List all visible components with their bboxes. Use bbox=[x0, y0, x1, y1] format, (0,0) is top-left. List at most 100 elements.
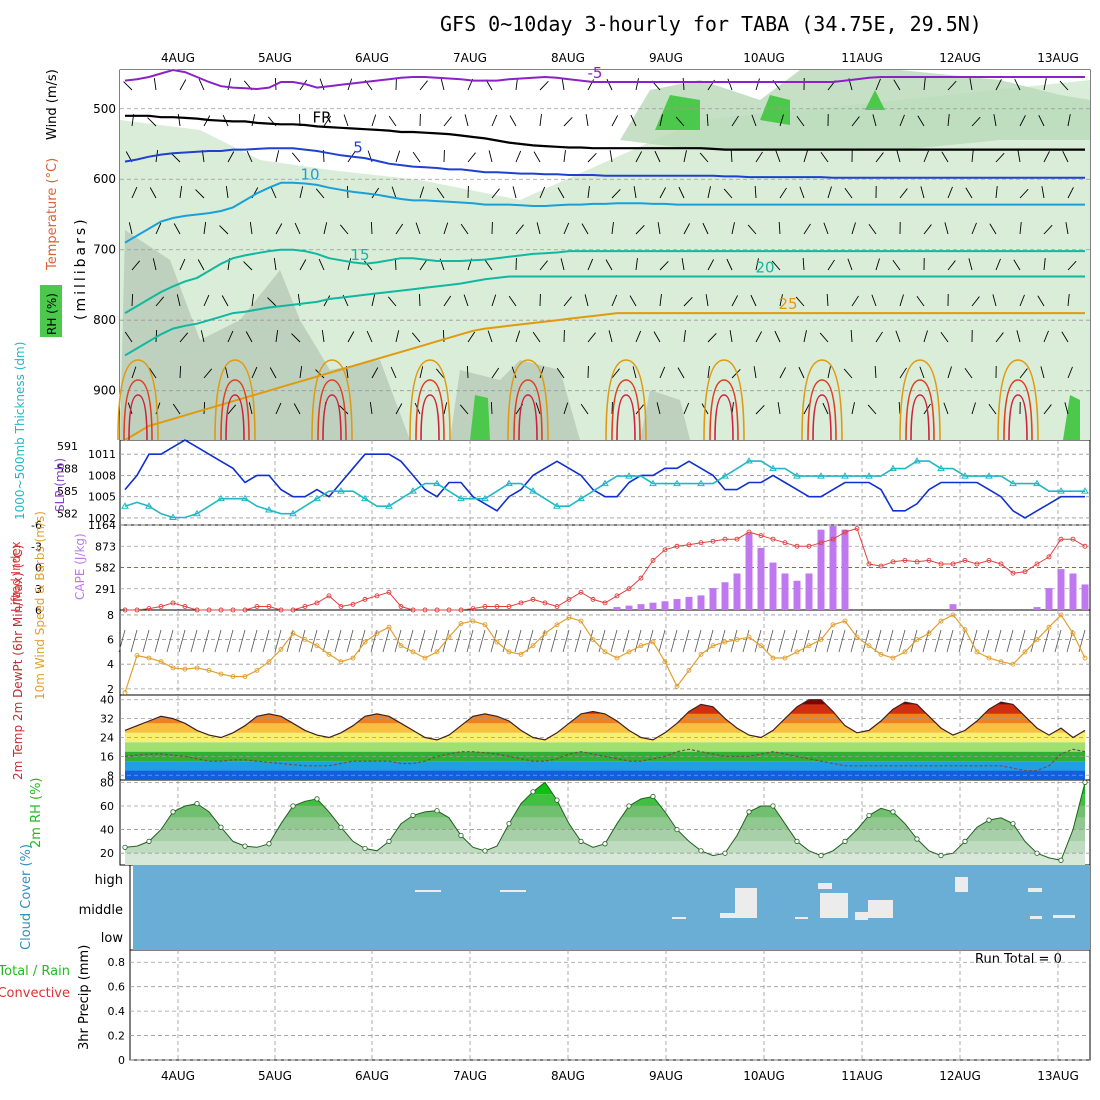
wind-barb bbox=[681, 258, 685, 271]
rh2m-point bbox=[866, 812, 872, 819]
wind-barb bbox=[803, 150, 808, 163]
rh-high-region bbox=[1063, 395, 1080, 440]
wind10-barb bbox=[154, 629, 162, 653]
li-point bbox=[410, 607, 416, 613]
wind-barb bbox=[460, 223, 469, 235]
wind10-barb bbox=[454, 629, 462, 653]
li-line bbox=[125, 527, 1086, 611]
wind10-barb bbox=[382, 629, 390, 653]
upper-legend-wind: Wind (m/s) bbox=[45, 69, 60, 140]
chart-title: GFS 0~10day 3-hourly for TABA (34.75E, 2… bbox=[440, 12, 982, 36]
wind-speed-point bbox=[338, 659, 344, 665]
wind-barb bbox=[219, 225, 229, 235]
wind-barb bbox=[443, 295, 452, 307]
thickness-axis-title: 1000~500mb Thickness (dm) bbox=[13, 342, 27, 520]
wind-speed-point bbox=[782, 655, 788, 661]
wind-barb bbox=[251, 294, 255, 307]
wind10-barb bbox=[934, 629, 942, 653]
wind-barb bbox=[371, 187, 380, 199]
date-label-top: 8AUG bbox=[551, 51, 585, 65]
wind-barb bbox=[491, 188, 500, 199]
wind-barb bbox=[391, 186, 397, 199]
li-point bbox=[494, 604, 500, 609]
wind-barb bbox=[155, 296, 165, 307]
wind-barb bbox=[419, 80, 428, 91]
wind10-barb bbox=[742, 629, 750, 653]
li-point bbox=[134, 607, 140, 613]
wind-barb bbox=[319, 78, 325, 91]
temp-tick-label: 8 bbox=[107, 769, 114, 782]
cape-bar bbox=[1057, 569, 1065, 610]
wind-barb bbox=[1019, 294, 1025, 307]
wind10-barb bbox=[166, 629, 174, 653]
thickness-line bbox=[124, 460, 1085, 519]
wind-barb bbox=[294, 222, 301, 235]
wind-barb bbox=[755, 331, 763, 343]
wind-barb bbox=[435, 368, 445, 379]
wind-barb bbox=[774, 330, 781, 343]
wind-barb bbox=[988, 404, 997, 415]
thickness-point bbox=[745, 457, 753, 464]
li-point bbox=[722, 536, 728, 542]
temp-band bbox=[125, 742, 1085, 752]
wind-barb bbox=[275, 223, 283, 235]
wind10-barb bbox=[682, 629, 690, 653]
wind10-barb bbox=[178, 629, 186, 653]
wind-barb bbox=[1014, 79, 1021, 91]
cloud-block bbox=[1053, 915, 1075, 918]
wind-barb bbox=[343, 114, 349, 127]
surface-isotherm bbox=[518, 394, 538, 441]
wind-barb bbox=[387, 296, 397, 307]
wind-barb bbox=[536, 222, 541, 235]
wind-barb bbox=[820, 152, 829, 163]
wind-barb bbox=[659, 114, 663, 127]
wind10-barb bbox=[1006, 629, 1014, 653]
thickness-point bbox=[433, 479, 441, 487]
wind-barb bbox=[947, 260, 956, 271]
rh2m-point bbox=[266, 841, 272, 847]
wind-barb bbox=[611, 115, 619, 127]
upper-legend-rh: RH (%) bbox=[45, 293, 59, 335]
wind10-barb bbox=[586, 629, 594, 653]
wind-barb bbox=[491, 367, 500, 379]
wind10-barb bbox=[538, 629, 546, 653]
rh2m-point bbox=[842, 838, 848, 844]
wind-barb bbox=[899, 294, 904, 307]
li-point bbox=[338, 604, 344, 609]
wind-speed-point bbox=[926, 630, 932, 636]
li-point bbox=[602, 600, 608, 606]
wind-barb bbox=[675, 116, 685, 127]
date-label-bottom: 9AUG bbox=[649, 1069, 683, 1083]
wind-speed-point bbox=[314, 643, 320, 649]
thickness-point bbox=[985, 472, 993, 479]
wind-barb bbox=[370, 221, 373, 235]
cape-bar bbox=[793, 580, 801, 610]
wind-barb bbox=[989, 223, 997, 235]
wind-barb bbox=[487, 330, 493, 343]
pressure-tick-label: 800 bbox=[93, 313, 116, 327]
wind-barb bbox=[275, 150, 280, 163]
thickness-point bbox=[961, 472, 969, 479]
wind-barb bbox=[898, 401, 901, 415]
rh-area-upper bbox=[620, 70, 1090, 150]
rh-tick-label: 80 bbox=[100, 776, 114, 789]
cape-bar bbox=[949, 604, 957, 610]
li-point bbox=[470, 606, 476, 612]
wind-barb bbox=[827, 366, 831, 379]
temp-band bbox=[125, 704, 1085, 714]
wind-barb bbox=[971, 222, 977, 235]
surface-isotherm bbox=[317, 379, 347, 441]
thickness-tick-label: 585 bbox=[57, 485, 78, 498]
wind-barb bbox=[459, 404, 469, 415]
wind-barb bbox=[275, 402, 282, 415]
cape-bar bbox=[829, 526, 837, 610]
wind-barb bbox=[1043, 404, 1052, 415]
cloud-level-label: high bbox=[95, 873, 123, 888]
slp-tick-label: 1002 bbox=[88, 512, 116, 525]
rh-band bbox=[125, 805, 1085, 818]
surface-isotherm bbox=[128, 394, 148, 441]
wind-barb bbox=[267, 297, 277, 307]
wind-speed-point bbox=[1034, 637, 1040, 643]
thickness-point bbox=[265, 505, 273, 513]
thickness-point bbox=[721, 472, 729, 479]
